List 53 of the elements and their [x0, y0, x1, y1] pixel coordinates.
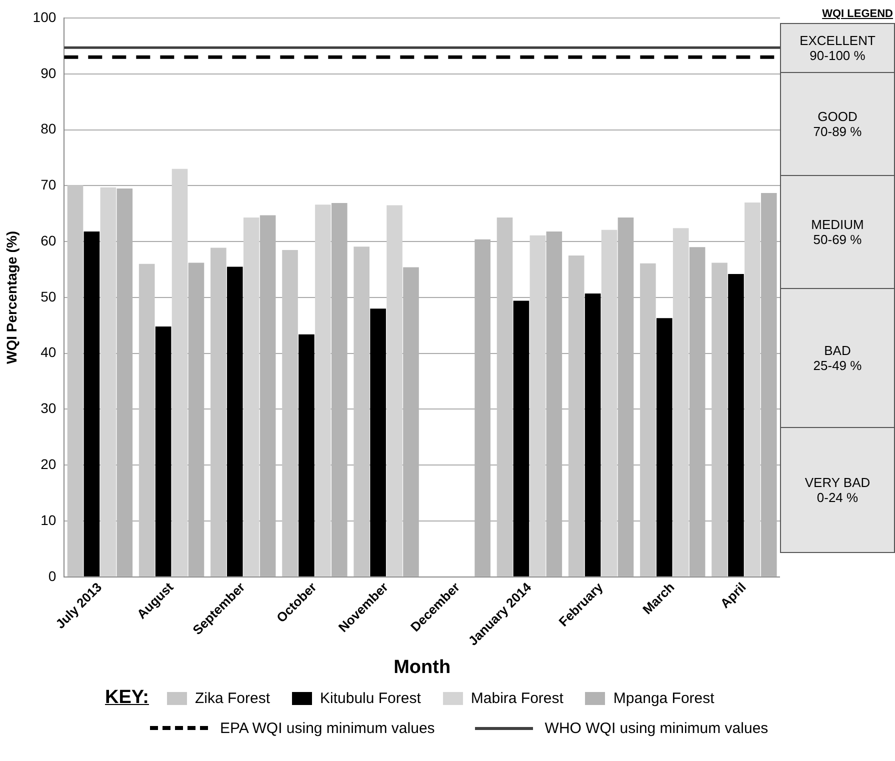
text: KEY: [105, 687, 149, 709]
bar [640, 263, 656, 576]
bar [243, 218, 260, 576]
bar [315, 204, 331, 576]
bar [67, 185, 84, 576]
bar [712, 262, 728, 576]
bar [226, 266, 243, 576]
bar [568, 256, 584, 576]
bar [282, 250, 298, 576]
text: VERY BAD 0-24 % [780, 427, 895, 553]
legend-label: Kitubulu Forest [320, 690, 421, 706]
bar [298, 334, 314, 576]
y-tick-label: 80 [40, 120, 56, 137]
bar [744, 202, 760, 576]
y-tick-label: 40 [40, 344, 56, 360]
text: EXCELLENT 90-100 % [780, 23, 895, 73]
text: GOOD 70-89 % [780, 72, 895, 176]
y-tick-label: 90 [40, 64, 56, 81]
bar [601, 230, 618, 576]
legend-label: Zika Forest [194, 690, 270, 706]
bar [172, 168, 188, 576]
bar [138, 264, 155, 576]
bar [496, 218, 513, 576]
bar [584, 294, 601, 576]
bar [386, 205, 402, 576]
bar [513, 300, 530, 576]
text: WQI LEGEND [821, 7, 894, 22]
bar [354, 246, 370, 576]
y-tick-label: 50 [40, 288, 56, 304]
bar [210, 248, 226, 576]
y-tick-label: 20 [40, 456, 56, 472]
bar [155, 326, 172, 576]
y-tick-label: 60 [40, 232, 56, 248]
text: BAD 25-49 % [780, 288, 895, 428]
bar [530, 235, 546, 576]
y-axis-title: WQI Percentage (%) [3, 230, 20, 364]
legend-label: WHO WQI using minimum values [544, 720, 768, 736]
bar [728, 274, 744, 576]
legend-label: EPA WQI using minimum values [220, 720, 435, 736]
legend-label: Mpanga Forest [613, 690, 714, 706]
x-axis-title: Month [394, 656, 451, 678]
y-tick-label: 30 [40, 400, 56, 416]
y-tick-label: 10 [40, 512, 56, 528]
bar [656, 318, 672, 576]
y-tick-label: 100 [32, 8, 56, 25]
text: MEDIUM 50-69 % [780, 175, 895, 289]
bar [370, 308, 386, 576]
legend-label: Mabira Forest [470, 690, 564, 706]
y-tick-label: 0 [48, 568, 56, 584]
bar [672, 228, 689, 576]
bar [84, 232, 100, 576]
bar [100, 187, 116, 576]
y-tick-label: 70 [40, 176, 56, 193]
